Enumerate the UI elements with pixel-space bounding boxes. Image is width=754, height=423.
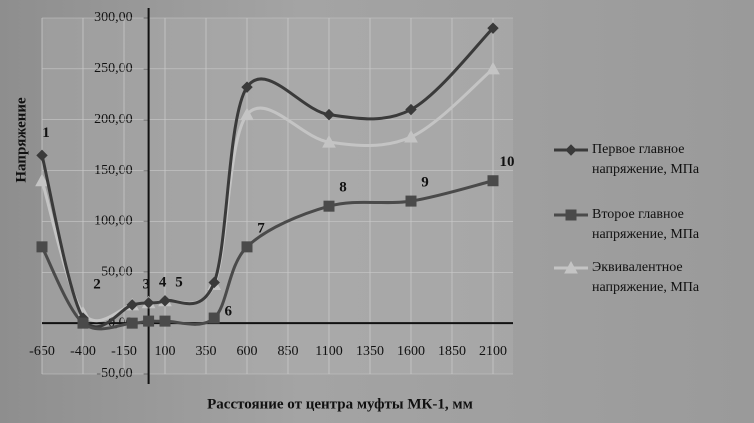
point bbox=[208, 276, 220, 289]
point bbox=[564, 260, 578, 274]
point bbox=[405, 195, 417, 207]
point bbox=[565, 209, 577, 221]
point bbox=[565, 144, 577, 156]
point bbox=[35, 173, 49, 187]
point bbox=[241, 241, 253, 253]
point bbox=[405, 103, 417, 116]
legend-entry: Второе главное напряжение, МПа bbox=[592, 207, 700, 242]
point bbox=[36, 149, 48, 162]
point-label: 7 bbox=[257, 220, 265, 236]
series-line bbox=[40, 27, 495, 329]
point bbox=[323, 108, 335, 121]
point-label: 8 bbox=[339, 180, 347, 196]
point bbox=[159, 315, 171, 327]
point-label: 9 bbox=[421, 175, 429, 191]
y-axis-label: Напряжение bbox=[13, 97, 29, 183]
point bbox=[208, 312, 220, 324]
point bbox=[142, 297, 155, 309]
point-label: 10 bbox=[500, 154, 515, 170]
point bbox=[323, 200, 335, 212]
point-label: 6 bbox=[224, 303, 232, 319]
legend-entry: Первое главное напряжение, МПа bbox=[592, 142, 700, 177]
point bbox=[487, 22, 499, 34]
point bbox=[77, 317, 89, 329]
point bbox=[143, 315, 155, 327]
point bbox=[126, 317, 138, 329]
point bbox=[322, 135, 336, 148]
point bbox=[241, 81, 253, 93]
series-line bbox=[40, 179, 494, 331]
point bbox=[159, 295, 171, 307]
point bbox=[404, 129, 418, 143]
point-label: 5 bbox=[175, 275, 183, 291]
point-label: 1 bbox=[42, 125, 50, 141]
point-label: 3 bbox=[142, 277, 150, 293]
point bbox=[486, 61, 500, 75]
point bbox=[126, 299, 138, 311]
point bbox=[487, 175, 499, 187]
point bbox=[36, 241, 48, 253]
x-axis-label: Расстояние от центра муфты МК-1, мм bbox=[207, 396, 473, 412]
legend-entry: Эквивалентное напряжение, МПа bbox=[592, 260, 700, 295]
point-label: 2 bbox=[93, 277, 101, 293]
point-label: 4 bbox=[159, 275, 167, 291]
point bbox=[240, 107, 254, 121]
